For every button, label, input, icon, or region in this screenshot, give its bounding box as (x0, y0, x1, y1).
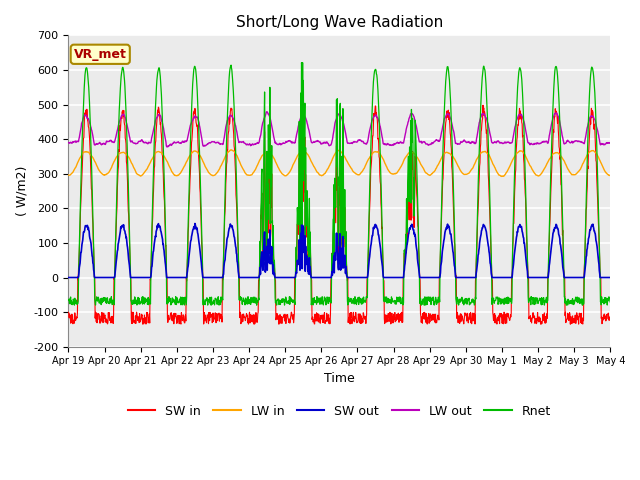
Legend: SW in, LW in, SW out, LW out, Rnet: SW in, LW in, SW out, LW out, Rnet (123, 400, 556, 423)
X-axis label: Time: Time (324, 372, 355, 385)
Y-axis label: ( W/m2): ( W/m2) (15, 166, 28, 216)
Text: VR_met: VR_met (74, 48, 127, 61)
Title: Short/Long Wave Radiation: Short/Long Wave Radiation (236, 15, 443, 30)
